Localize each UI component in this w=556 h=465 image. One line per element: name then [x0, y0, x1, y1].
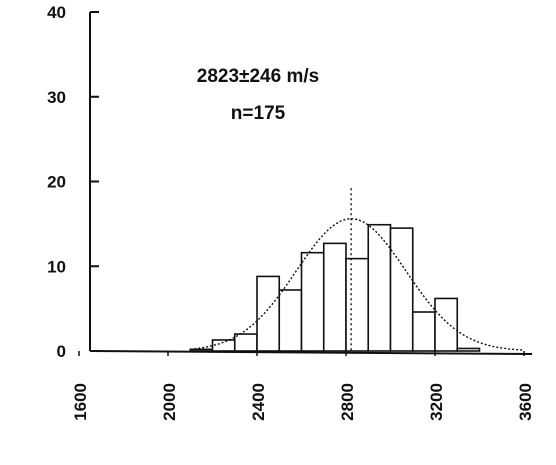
- y-tick-label: 30: [47, 88, 66, 107]
- annotation-mean-sd: 2823±246 m/s: [197, 66, 319, 87]
- histogram-bar: [256, 275, 281, 352]
- x-tick-label: 3200: [427, 383, 446, 421]
- histogram-bar: [233, 333, 258, 352]
- histogram-bar: [389, 227, 414, 352]
- x-axis-line: [89, 350, 533, 355]
- x-axis: 1600 2000 2400 2800 3200 3600: [71, 350, 535, 421]
- histogram-bars: [189, 223, 481, 352]
- histogram-bar: [189, 348, 214, 352]
- y-tick-label: 10: [47, 257, 66, 276]
- fit-curve-group: [190, 188, 525, 351]
- x-tick-label: 3600: [516, 383, 535, 421]
- annotation-sample-size: n=175: [231, 103, 286, 124]
- x-tick-label: 1600: [71, 383, 90, 421]
- histogram-bar: [211, 339, 236, 352]
- histogram-bar: [300, 251, 325, 352]
- histogram-bar: [434, 297, 459, 352]
- histogram-bar: [345, 257, 370, 352]
- y-axis: 0 10 20 30 40: [47, 3, 99, 361]
- histogram-bar: [411, 311, 436, 352]
- histogram-bar: [322, 242, 347, 352]
- y-tick-label: 20: [47, 173, 66, 192]
- x-tick-label: 2400: [249, 383, 268, 421]
- histogram-bar: [456, 347, 481, 352]
- x-tick-label: 2800: [338, 383, 357, 421]
- histogram-bar: [278, 289, 303, 352]
- normal-fit-curve: [190, 218, 525, 351]
- x-tick-label: 2000: [160, 383, 179, 421]
- y-tick-label: 0: [57, 342, 66, 361]
- y-tick-label: 40: [47, 3, 66, 22]
